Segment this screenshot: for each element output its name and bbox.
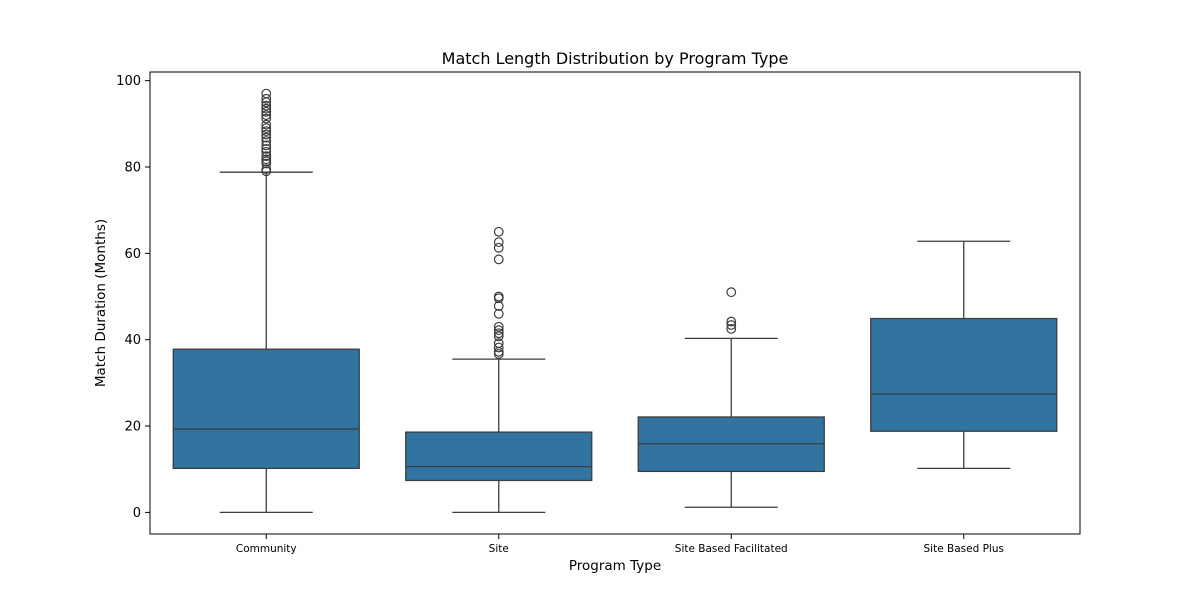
outlier-point	[261, 100, 272, 111]
outlier-point	[493, 342, 504, 353]
outlier-point	[493, 237, 504, 248]
outlier-point	[261, 129, 272, 140]
outlier-point	[261, 123, 272, 134]
outlier-point	[261, 154, 272, 165]
outlier-point	[261, 106, 272, 117]
x-axis-label: Program Type	[569, 558, 661, 574]
outlier-point	[493, 242, 504, 253]
outlier-point	[493, 321, 504, 332]
x-tick-label: Site Based Facilitated	[675, 543, 788, 555]
outlier-point	[493, 226, 504, 237]
outlier-point	[493, 325, 504, 336]
box-site-based-plus	[870, 317, 1058, 432]
outlier-point	[493, 291, 504, 302]
x-tick-label: Site Based Plus	[924, 543, 1004, 555]
outlier-point	[726, 320, 737, 330]
outlier-point	[493, 331, 504, 342]
outlier-point	[493, 254, 504, 265]
y-tick-label: 0	[133, 506, 141, 521]
y-axis-label: Match Duration (Months)	[93, 219, 109, 387]
outlier-point	[493, 308, 504, 319]
outlier-point	[261, 136, 272, 146]
outlier-point	[261, 146, 272, 157]
outlier-point	[261, 126, 272, 137]
plot-frame	[149, 71, 1081, 535]
outlier-point	[261, 113, 272, 124]
outlier-point	[261, 103, 272, 114]
outlier-point	[726, 287, 737, 298]
outlier-point	[261, 140, 272, 151]
y-tick-label: 60	[124, 247, 141, 262]
outlier-point	[493, 301, 504, 311]
outlier-point	[261, 132, 272, 143]
plot-area: 0 20 40 60 80 100 Community Site Site Based Faci…	[116, 71, 1081, 555]
box-site	[405, 431, 593, 482]
y-tick-label: 100	[116, 74, 141, 89]
y-tick-label: 80	[124, 160, 141, 175]
outlier-point	[726, 324, 737, 334]
outlier-point	[493, 338, 504, 349]
outlier-point	[261, 110, 272, 121]
outlier-point	[261, 143, 272, 154]
outlier-point	[261, 151, 272, 162]
outlier-point	[493, 328, 504, 339]
x-tick-label: Site	[489, 543, 509, 555]
x-tick-label: Community	[236, 543, 297, 555]
y-tick-label: 20	[124, 420, 141, 435]
outlier-point	[726, 316, 737, 327]
y-tick-label: 40	[124, 333, 141, 348]
outlier-point	[261, 93, 272, 104]
outlier-point	[261, 119, 272, 130]
outlier-point	[261, 164, 272, 175]
box-community	[172, 348, 360, 470]
outlier-point	[261, 88, 272, 99]
chart-title: Match Length Distribution by Program Typ…	[442, 49, 789, 68]
